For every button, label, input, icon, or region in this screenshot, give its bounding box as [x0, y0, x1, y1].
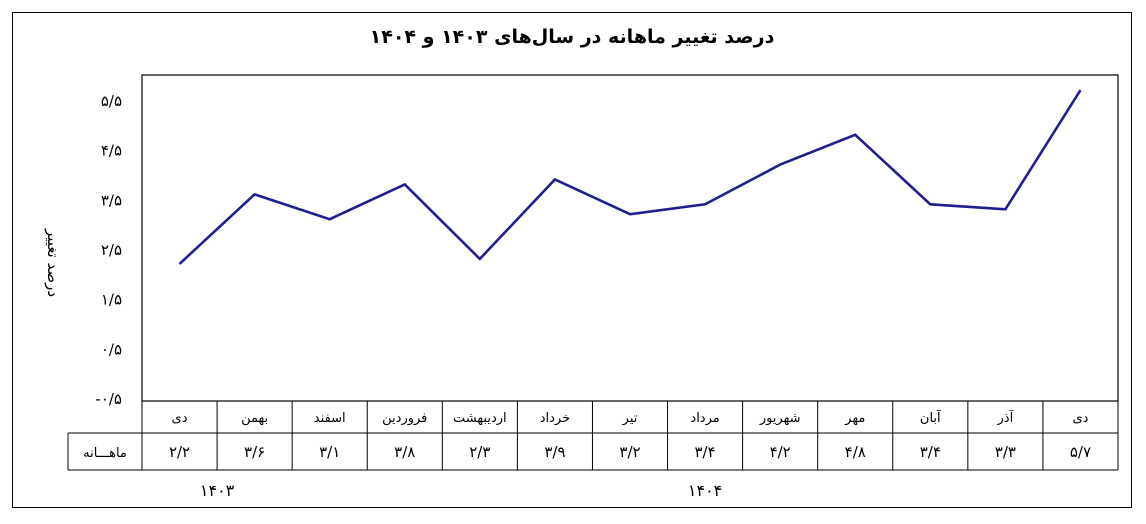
year-label: ۱۴۰۴ [688, 481, 722, 500]
month-label: تیر [622, 411, 638, 426]
data-label: ۲/۲ [169, 443, 190, 461]
y-tick-label: ۴/۵ [101, 142, 122, 160]
data-label: ۳/۱ [319, 443, 340, 461]
month-label: دی [172, 411, 188, 426]
y-tick-label: ۳/۵ [101, 191, 122, 209]
month-label: دی [1072, 411, 1088, 426]
y-tick-label: ۵/۵ [101, 92, 122, 110]
year-labels: ۱۴۰۳ ۱۴۰۴ [200, 481, 722, 500]
data-table: ماهـــانه دی ۲/۲ بهمن ۳/۶ اسفند ۳/۱ فروردین ۳/۸ ا… [67, 400, 1119, 471]
data-label: ۳/۴ [694, 443, 715, 461]
month-label: فروردین [382, 411, 427, 426]
month-label: شهریور [759, 411, 801, 426]
month-label: بهمن [241, 411, 268, 426]
chart-frame [12, 12, 1132, 508]
data-label: ۲/۳ [469, 443, 490, 461]
series-name-cell: ماهـــانه [83, 446, 127, 461]
data-label: ۳/۳ [995, 443, 1016, 461]
data-label: ۴/۸ [845, 443, 866, 461]
chart-title: درصد تغییر ماهانه در سال‌های ۱۴۰۳ و ۱۴۰۴ [369, 26, 775, 48]
data-label: ۴/۲ [770, 443, 791, 461]
data-label: ۳/۸ [394, 443, 415, 461]
data-label: ۵/۷ [1070, 443, 1091, 461]
data-label: ۳/۴ [920, 443, 941, 461]
y-tick-label: ۲/۵ [101, 241, 122, 259]
data-label: ۳/۲ [619, 443, 640, 461]
month-label: آذر [997, 409, 1015, 426]
y-tick-label: ۱/۵ [101, 291, 122, 309]
y-tick-label: ۰/۵ [101, 340, 122, 358]
y-tick-label: -۰/۵ [95, 390, 122, 408]
y-axis-ticks: ۵/۵ ۴/۵ ۳/۵ ۲/۵ ۱/۵ ۰/۵ -۰/۵ [95, 92, 122, 408]
month-label: مهر [844, 411, 865, 426]
month-label: خرداد [540, 411, 570, 426]
data-label: ۳/۹ [544, 443, 565, 461]
month-label: آبان [920, 409, 942, 426]
series-line [178, 89, 1082, 265]
plot-area [141, 74, 1119, 402]
y-axis-label: درصد تغییر [44, 228, 62, 297]
month-label: اردیبهشت [453, 411, 507, 426]
month-label: مرداد [690, 411, 719, 426]
year-label: ۱۴۰۳ [200, 481, 235, 500]
month-label: اسفند [314, 411, 346, 426]
data-label: ۳/۶ [244, 443, 265, 461]
y-axis-label-group: درصد تغییر [44, 228, 62, 297]
